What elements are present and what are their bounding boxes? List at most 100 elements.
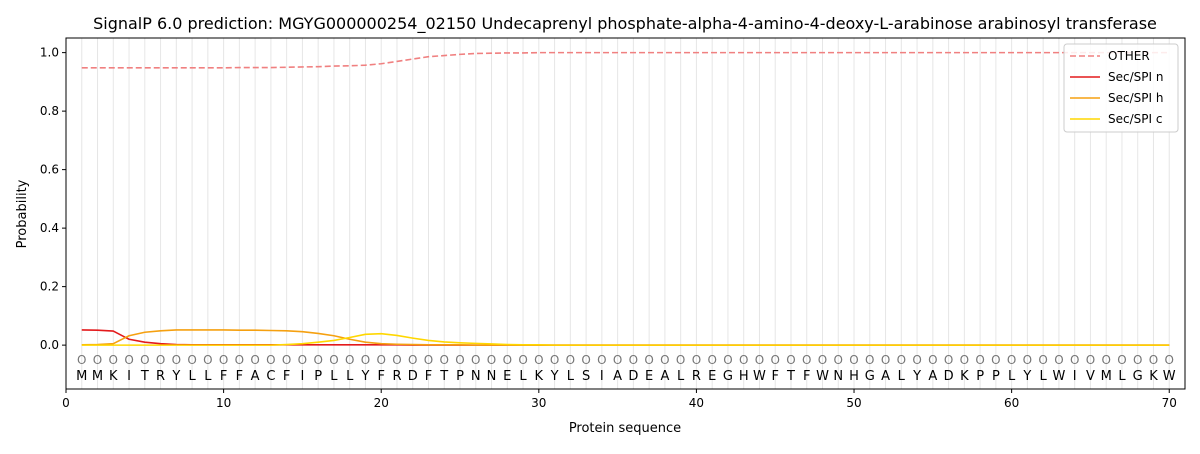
region-marker: O [881,353,890,367]
residue-label: L [1040,369,1048,384]
region-marker: O [455,353,464,367]
residue-label: Y [550,369,559,384]
region-marker: O [613,353,622,367]
region-marker: O [834,353,843,367]
residue-label: K [960,369,969,384]
region-marker: O [770,353,779,367]
residue-label: D [408,369,418,384]
residue-label: K [535,369,544,384]
residue-label: W [1163,369,1176,384]
residue-label: L [346,369,354,384]
residue-label: P [314,369,322,384]
residue-label: I [300,369,304,384]
series-line-0 [81,51,1170,69]
region-marker: O [487,353,496,367]
residue-label: L [330,369,338,384]
region-marker: O [944,353,953,367]
region-marker: O [109,353,118,367]
region-marker: O [203,353,212,367]
region-marker: O [739,353,748,367]
legend-label-3: Sec/SPI c [1108,112,1162,126]
region-marker: O [991,353,1000,367]
region-marker: O [235,353,244,367]
residue-label: A [251,369,260,384]
residue-label: C [266,369,275,384]
region-marker: O [975,353,984,367]
residue-label: K [1149,369,1158,384]
y-tick-label: 1.0 [40,46,59,60]
residue-label: Y [912,369,921,384]
residue-label: E [645,369,653,384]
x-tick-label: 10 [216,396,231,410]
legend-box [1063,43,1179,133]
residue-label: R [392,369,401,384]
residue-label: R [692,369,701,384]
series-line-3 [81,332,1170,346]
region-marker: O [849,353,858,367]
residue-label: V [1086,369,1095,384]
legend-label-2: Sec/SPI h [1108,91,1163,105]
region-marker: O [1165,353,1174,367]
residue-label: R [156,369,165,384]
residue-label: L [519,369,527,384]
region-marker: O [77,353,86,367]
residue-label: T [439,369,448,384]
region-marker: O [707,353,716,367]
region-marker: O [1086,353,1095,367]
residue-label: F [236,369,243,384]
region-marker: O [345,353,354,367]
y-tick-label: 0.2 [40,280,59,294]
residue-label: T [140,369,149,384]
region-marker: O [692,353,701,367]
residue-label: G [1133,369,1143,384]
region-marker: O [928,353,937,367]
region-marker: O [156,353,165,367]
region-marker: O [802,353,811,367]
region-marker: O [172,353,181,367]
residue-label: F [771,369,778,384]
region-marker: O [1133,353,1142,367]
residue-label: M [76,369,87,384]
region-marker: O [818,353,827,367]
legend-label-1: Sec/SPI n [1108,70,1163,84]
residue-label: L [1118,369,1126,384]
region-marker: O [660,353,669,367]
region-marker: O [1070,353,1079,367]
chart-title: SignalP 6.0 prediction: MGYG000000254_02… [93,14,1157,34]
residue-label: P [976,369,984,384]
x-tick-label: 0 [62,396,70,410]
residue-label: G [865,369,875,384]
legend: OTHER Sec/SPI n Sec/SPI h Sec/SPI c [1063,43,1179,133]
region-marker: O [1023,353,1032,367]
residue-label: E [503,369,511,384]
x-tick-label: 40 [689,396,704,410]
region-marker: O [503,353,512,367]
region-marker: O [187,353,196,367]
region-marker: O [581,353,590,367]
region-marker: O [1054,353,1063,367]
y-axis-ticks: 0.0 0.2 0.4 0.6 0.8 1.0 [40,46,66,352]
x-tick-label: 60 [1004,396,1019,410]
residue-label: I [600,369,604,384]
region-marker: O [408,353,417,367]
residue-label: H [739,369,749,384]
region-marker: O [361,353,370,367]
region-marker: O [93,353,102,367]
region-marker: O [329,353,338,367]
region-marker: O [140,353,149,367]
plot-frame [65,37,1186,390]
series-line-1 [81,329,1170,346]
residue-label: A [881,369,890,384]
region-marker: O [471,353,480,367]
x-tick-label: 30 [531,396,546,410]
residue-label: W [1052,369,1065,384]
region-marker: O [250,353,259,367]
residue-label: L [188,369,196,384]
region-marker: O [597,353,606,367]
residue-label: N [471,369,481,384]
y-tick-label: 0.0 [40,338,59,352]
